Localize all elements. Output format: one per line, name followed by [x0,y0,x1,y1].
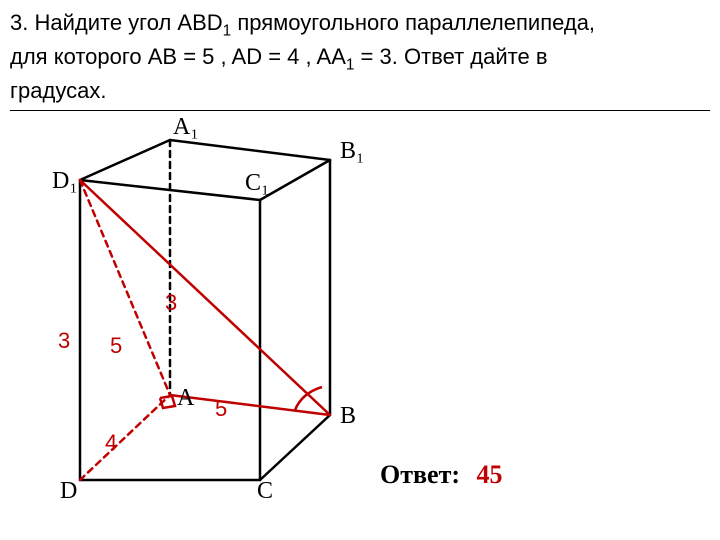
label-D: D [60,478,77,505]
p-line2a: для которого AB = 5 , AD = 4 , AA [10,44,346,69]
edge-4: 4 [105,430,117,456]
answer-value: 45 [477,460,503,489]
label-C1: C₁ [245,170,269,197]
p-line2b: = 3. Ответ дайте в [354,44,547,69]
label-B: B [340,403,356,430]
p-line1a: 3. Найдите угол ABD [10,10,223,35]
label-A1: A₁ [173,114,199,141]
problem-text: 3. Найдите угол ABD1 прямоугольного пара… [10,8,710,111]
edge-5a: 5 [110,333,122,359]
p-line1sub: 1 [223,22,232,39]
answer-label: Ответ: [380,460,460,489]
edge-5b: 5 [215,396,227,422]
edge-3a: 3 [58,328,70,354]
label-A: A [177,385,194,412]
edge-3b: 3 [165,290,177,316]
label-C: C [257,478,273,505]
label-D1: D₁ [52,168,78,195]
p-line3: градусах. [10,78,106,103]
diagram: A₁ B₁ C₁ D₁ A B C D 3 3 5 5 4 [40,130,380,500]
answer: Ответ: 45 [380,460,503,490]
label-B1: B₁ [340,138,364,165]
parallelepiped-svg [40,130,380,500]
p-line1b: прямоугольного параллелепипеда, [231,10,595,35]
